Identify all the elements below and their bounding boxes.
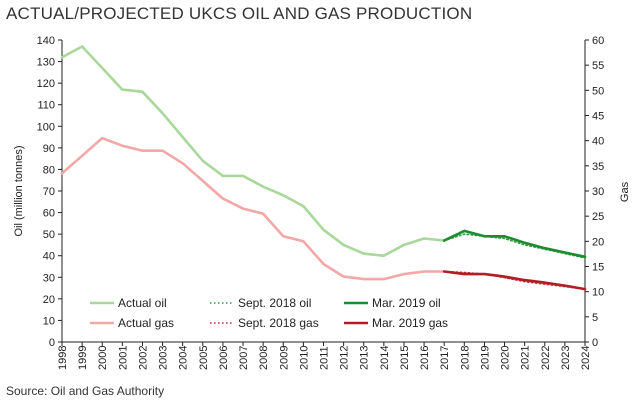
- legend-label-actual-gas: Actual gas: [118, 316, 174, 330]
- left-tick-label: 80: [43, 164, 55, 176]
- left-tick-label: 130: [37, 57, 55, 69]
- left-tick-label: 70: [43, 186, 55, 198]
- x-tick-label: 2013: [359, 346, 371, 370]
- x-tick-label: 2006: [218, 346, 230, 370]
- right-tick-label: 20: [592, 236, 604, 248]
- right-tick-label: 5: [592, 312, 598, 324]
- series-line-sept-2018-oil: [443, 233, 586, 259]
- left-tick-label: 0: [49, 337, 55, 349]
- right-tick-label: 15: [592, 262, 604, 274]
- x-tick-label: 2000: [97, 346, 109, 370]
- left-tick-label: 30: [43, 272, 55, 284]
- right-tick-label: 35: [592, 161, 604, 173]
- x-tick-label: 2007: [238, 346, 250, 370]
- x-tick-label: 2023: [560, 346, 572, 370]
- x-tick-label: 2001: [117, 346, 129, 370]
- legend-label-sept-2018-gas: Sept. 2018 gas: [238, 316, 319, 330]
- x-tick-label: 2004: [178, 346, 190, 370]
- x-tick-label: 2016: [419, 346, 431, 370]
- series-line-actual-oil: [60, 45, 446, 257]
- x-tick-label: 2010: [298, 346, 310, 370]
- x-tick-label: 2022: [540, 346, 552, 370]
- series-line-sept-2018-gas: [443, 270, 586, 290]
- legend-label-mar-2019-gas: Mar. 2019 gas: [372, 316, 448, 330]
- left-tick-label: 20: [43, 294, 55, 306]
- axes: 0 10 20 30 40 50 60 70 80 90 100 110 120 130 140 0 5 10 15…: [13, 35, 631, 370]
- right-tick-label: 30: [592, 186, 604, 198]
- left-tick-label: 10: [43, 315, 55, 327]
- y2-axis-title: Gas: [619, 181, 631, 202]
- legend-label-sept-2018-oil: Sept. 2018 oil: [238, 296, 311, 310]
- left-tick-label: 100: [37, 121, 55, 133]
- right-tick-label: 55: [592, 60, 604, 72]
- x-tick-label: 2021: [520, 346, 532, 370]
- x-tick-label: 2002: [137, 346, 149, 370]
- series-lines: [60, 45, 587, 291]
- left-tick-label: 90: [43, 143, 55, 155]
- series-line-mar-2019-oil: [442, 229, 587, 259]
- x-tick-label: 2015: [399, 346, 411, 370]
- x-tick-label: 2019: [479, 346, 491, 370]
- legend: Actual oil Actual gas Sept. 2018 oil Sept. …: [90, 296, 448, 330]
- x-tick-label: 2008: [258, 346, 270, 370]
- left-tick-label: 110: [37, 100, 55, 112]
- right-tick-label: 10: [592, 287, 604, 299]
- x-tick-label: 2005: [198, 346, 210, 370]
- source-note: Source: Oil and Gas Authority: [6, 384, 165, 398]
- legend-label-mar-2019-oil: Mar. 2019 oil: [372, 296, 441, 310]
- right-tick-label: 0: [592, 337, 598, 349]
- right-tick-label: 45: [592, 111, 604, 123]
- right-tick-label: 50: [592, 85, 604, 97]
- series-line-actual-gas: [60, 136, 446, 281]
- series-line-mar-2019-gas: [442, 270, 587, 291]
- x-tick-label: 1999: [77, 346, 89, 370]
- left-tick-label: 50: [43, 229, 55, 241]
- right-tick-label: 60: [592, 35, 604, 47]
- left-tick-label: 120: [37, 78, 55, 90]
- x-tick-label: 2011: [319, 346, 331, 370]
- legend-label-actual-oil: Actual oil: [118, 296, 167, 310]
- left-tick-label: 60: [43, 208, 55, 220]
- x-tick-label: 2014: [379, 346, 391, 370]
- left-tick-label: 40: [43, 251, 55, 263]
- y-axis-title: Oil (million tonnes): [13, 145, 25, 236]
- x-tick-label: 2024: [580, 346, 592, 370]
- chart-title: ACTUAL/PROJECTED UKCS OIL AND GAS PRODUC…: [6, 4, 473, 23]
- x-tick-label: 2012: [339, 346, 351, 370]
- right-tick-label: 40: [592, 136, 604, 148]
- x-tick-label: 1998: [57, 346, 69, 370]
- x-tick-label: 2020: [500, 346, 512, 370]
- x-tick-label: 2009: [278, 346, 290, 370]
- x-tick-label: 2018: [459, 346, 471, 370]
- left-tick-label: 140: [37, 35, 55, 47]
- x-tick-label: 2017: [439, 346, 451, 370]
- right-tick-label: 25: [592, 211, 604, 223]
- x-tick-label: 2003: [158, 346, 170, 370]
